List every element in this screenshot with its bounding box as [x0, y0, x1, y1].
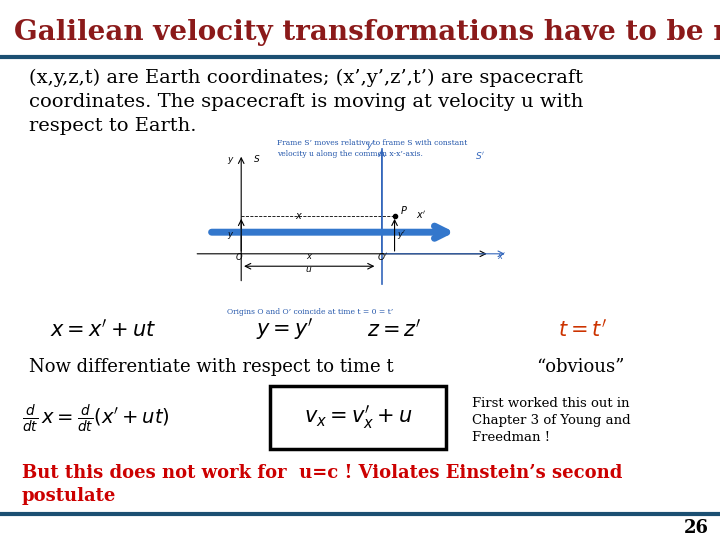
Text: 26: 26 [684, 519, 709, 537]
Text: $S'$: $S'$ [475, 150, 485, 161]
Text: But this does not work for  u=c ! Violates Einstein’s second
postulate: But this does not work for u=c ! Violate… [22, 464, 622, 505]
Text: $O'$: $O'$ [377, 251, 389, 262]
Text: (x,y,z,t) are Earth coordinates; (x’,y’,z’,t’) are spacecraft
coordinates. The s: (x,y,z,t) are Earth coordinates; (x’,y’,… [29, 69, 583, 134]
Text: $x$: $x$ [294, 211, 303, 221]
Text: $y'$: $y'$ [397, 227, 407, 240]
Text: $x$: $x$ [306, 252, 313, 261]
Text: $u$: $u$ [305, 265, 312, 274]
Text: $y$: $y$ [228, 230, 235, 240]
Text: $x'$: $x'$ [497, 250, 506, 261]
Text: “obvious”: “obvious” [536, 358, 625, 376]
Text: $y'$: $y'$ [366, 139, 376, 152]
Text: $O$: $O$ [235, 251, 243, 262]
Text: Now differentiate with respect to time t: Now differentiate with respect to time t [29, 358, 393, 376]
Text: Origins O and O’ coincide at time t = 0 = t’: Origins O and O’ coincide at time t = 0 … [227, 308, 393, 316]
Text: $z = z'$: $z = z'$ [367, 319, 422, 340]
Text: $v_x = v_x' + u$: $v_x = v_x' + u$ [304, 403, 413, 431]
Bar [270, 386, 446, 449]
Text: $y$: $y$ [227, 155, 235, 166]
Text: $P$: $P$ [400, 204, 408, 217]
Text: velocity u along the common x-x’-axis.: velocity u along the common x-x’-axis. [277, 150, 423, 158]
Text: Frame S’ moves relative to frame S with constant: Frame S’ moves relative to frame S with … [277, 139, 467, 147]
Text: $x = x' + ut$: $x = x' + ut$ [50, 319, 156, 340]
Text: Galilean velocity transformations have to be modified: Galilean velocity transformations have t… [14, 19, 720, 46]
Text: $x'$: $x'$ [416, 210, 426, 221]
Text: $\frac{d}{dt}\,x = \frac{d}{dt}(x' + ut)$: $\frac{d}{dt}\,x = \frac{d}{dt}(x' + ut)… [22, 402, 169, 435]
Text: $y = y'$: $y = y'$ [256, 316, 313, 342]
Text: First worked this out in
Chapter 3 of Young and
Freedman !: First worked this out in Chapter 3 of Yo… [472, 397, 630, 444]
Text: $t = t'$: $t = t'$ [558, 319, 607, 340]
Text: $S$: $S$ [253, 153, 261, 164]
